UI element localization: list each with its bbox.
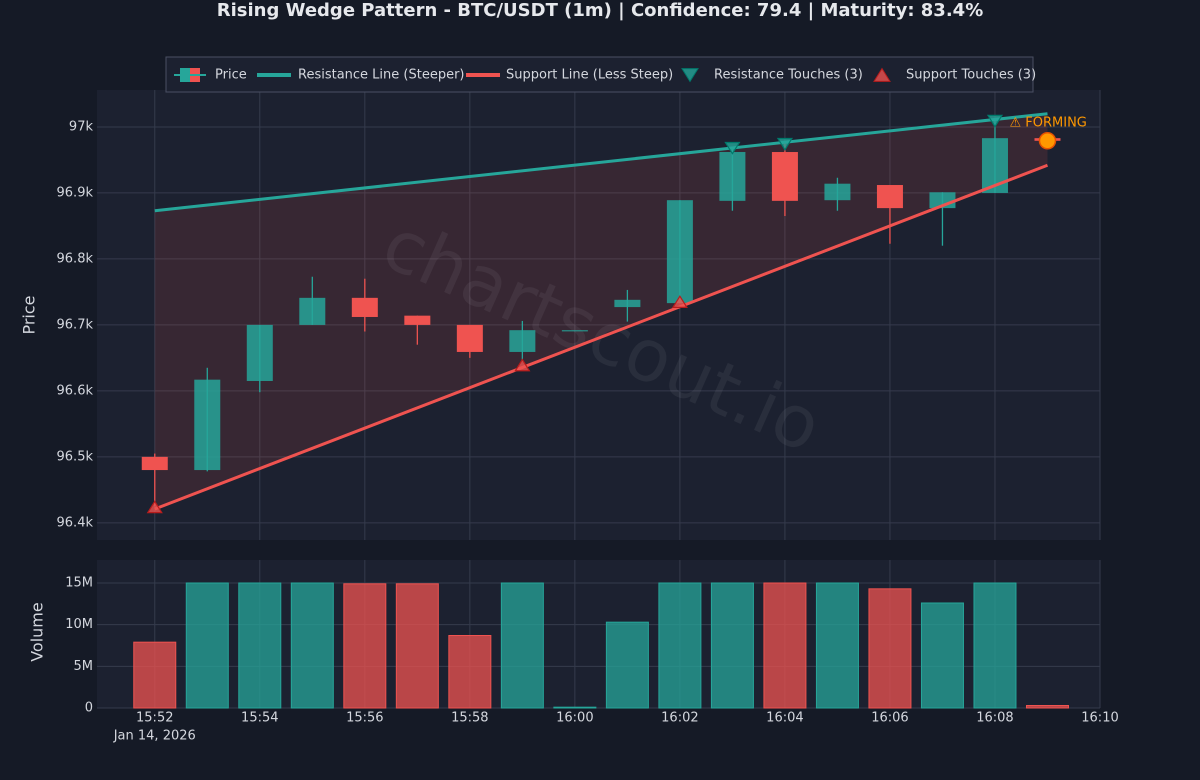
volume-bar (553, 706, 597, 709)
y-tick-label: 5M (74, 659, 94, 674)
legend-label: Price (215, 68, 247, 83)
volume-bar (658, 582, 702, 709)
touch-marker (986, 114, 1004, 128)
x-tick-label: 16:06 (871, 711, 908, 726)
volume-bar (448, 635, 492, 709)
y-tick-label: 0 (85, 701, 93, 716)
price-plot-area (97, 90, 1100, 540)
volume-bar (920, 602, 964, 709)
volume-bar (1025, 705, 1069, 709)
y-tick-label: 96.4k (57, 515, 94, 530)
y-tick-label: 96.6k (57, 383, 94, 398)
legend-icon (873, 67, 891, 82)
volume-bar (763, 582, 807, 709)
volume-bar (973, 582, 1017, 709)
candle-body (141, 456, 168, 471)
volume-bar (605, 621, 649, 709)
volume-bar (290, 582, 334, 709)
volume-bar (710, 582, 754, 709)
x-tick-label: 15:54 (241, 711, 278, 726)
chart-title: Rising Wedge Pattern - BTC/USDT (1m) | C… (217, 0, 983, 21)
x-tick-label: 16:08 (976, 711, 1013, 726)
current-point (1038, 132, 1057, 150)
candle-body (824, 183, 851, 201)
x-tick-label: 15:52 (136, 711, 173, 726)
volume-bar (238, 582, 282, 709)
candle-body (351, 297, 378, 317)
volume-bar (815, 582, 859, 709)
candle-body (246, 324, 273, 381)
trend-line (154, 112, 1048, 213)
y-axis-title: Price (20, 295, 39, 334)
touch-marker (724, 141, 741, 155)
legend-label: Resistance Line (Steeper) (298, 68, 465, 83)
touch-marker (776, 137, 794, 151)
candle-body (614, 299, 641, 308)
candle-body (981, 138, 1008, 193)
y-tick-label: 96.9k (57, 185, 94, 200)
candle-body (194, 379, 221, 471)
x-tick-label: 16:02 (661, 711, 698, 726)
volume-bar (500, 582, 544, 709)
x-tick-label: 16:00 (556, 711, 593, 726)
wedge-area (154, 113, 1048, 509)
volume-bar (868, 588, 912, 709)
candle-body (719, 152, 746, 201)
legend-label: Resistance Touches (3) (714, 68, 863, 83)
y-tick-label: 10M (65, 617, 93, 632)
trend-line (154, 163, 1049, 511)
y-tick-label: 15M (65, 576, 93, 591)
legend-label: Support Line (Less Steep) (506, 68, 673, 83)
candle-body (299, 297, 326, 325)
volume-bar (133, 641, 177, 709)
y-tick-label: 96.5k (57, 449, 94, 464)
candle-body (666, 200, 693, 304)
x-date-label: Jan 14, 2026 (113, 729, 196, 744)
x-tick-label: 15:56 (346, 711, 383, 726)
candle-body (509, 330, 536, 352)
candle-body (404, 315, 431, 325)
touch-marker (514, 358, 531, 372)
pattern-status: ⚠ FORMING (1009, 115, 1086, 130)
legend-icon (681, 68, 699, 83)
y-axis-title: Volume (28, 602, 47, 662)
candle-body (561, 330, 588, 332)
y-tick-label: 97k (69, 119, 94, 134)
y-tick-label: 96.7k (57, 317, 94, 332)
touch-marker (671, 295, 688, 309)
y-tick-label: 96.8k (57, 251, 94, 266)
candle-body (876, 185, 903, 209)
touch-marker (146, 500, 163, 514)
legend-label: Support Touches (3) (906, 68, 1036, 83)
volume-bar (343, 583, 387, 709)
x-tick-label: 16:10 (1081, 711, 1118, 726)
candle-body (456, 324, 483, 352)
x-tick-label: 16:04 (766, 711, 803, 726)
volume-bar (185, 582, 229, 709)
x-tick-label: 15:58 (451, 711, 488, 726)
volume-bar (395, 583, 439, 709)
legend-box (165, 56, 1034, 93)
candle-body (771, 152, 798, 201)
